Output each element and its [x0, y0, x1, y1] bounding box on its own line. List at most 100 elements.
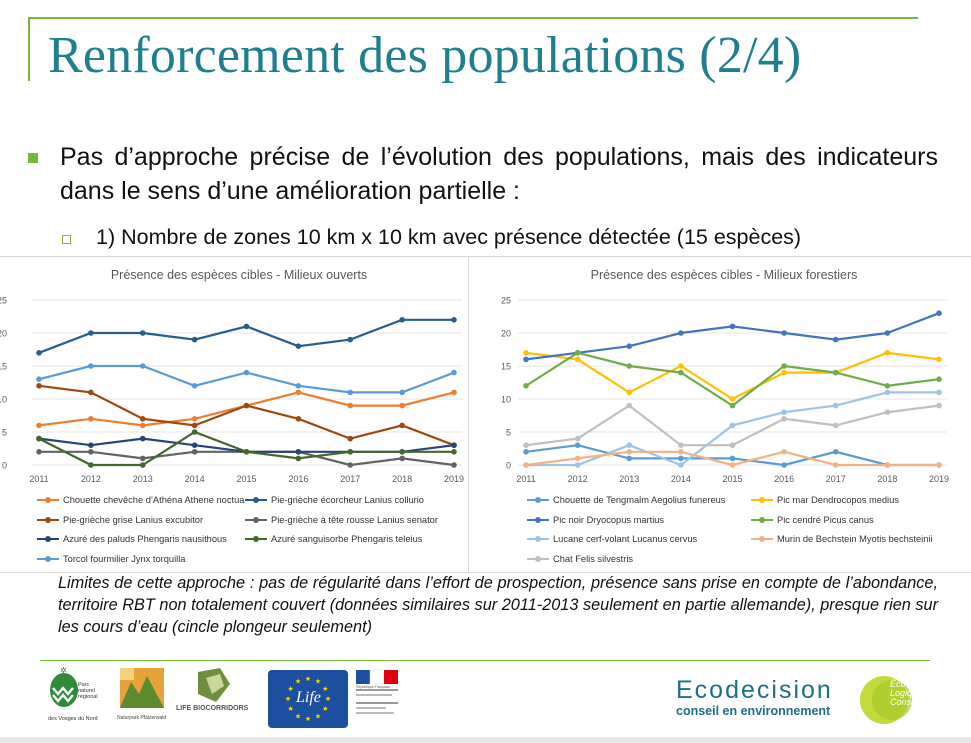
y-tick-label: 20 [0, 329, 7, 339]
data-point [36, 449, 42, 455]
y-tick-label: 15 [501, 362, 511, 372]
data-point [295, 449, 302, 455]
data-point [729, 402, 736, 409]
republique-text: République Française [356, 685, 391, 689]
legend-label: Chouette de Tengmalm Aegolius funereus [553, 495, 726, 505]
data-point [781, 363, 787, 369]
x-tick-label: 2018 [392, 474, 412, 484]
chart-title: Présence des espèces cibles - Milieux ou… [111, 268, 367, 282]
x-tick-label: 2016 [774, 474, 794, 484]
data-point [243, 449, 250, 455]
data-point [936, 310, 942, 316]
data-point [781, 369, 787, 376]
data-point [88, 416, 94, 422]
y-tick-label: 10 [0, 395, 7, 405]
data-point [36, 383, 42, 389]
slide-title: Renforcement des populations (2/4) [48, 27, 802, 84]
data-point [936, 356, 942, 363]
legend-item: Lucane cerf-volant Lucanus cervus [527, 534, 697, 544]
data-point [729, 396, 736, 402]
data-point [574, 435, 581, 442]
data-point [191, 383, 198, 389]
x-tick-label: 2016 [288, 474, 308, 484]
data-point [574, 350, 581, 356]
legend-item: Pie-grièche écorcheur Lanius collurio [245, 495, 424, 505]
ecologique-line-2: Logique [890, 688, 923, 698]
data-point [936, 402, 942, 409]
legend-label: Pie-grièche grise Lanius excubitor [63, 514, 204, 525]
eu-star-icon: ★ [322, 705, 328, 713]
legend-label: Pic noir Dryocopus martius [553, 514, 665, 525]
parc-vosges-logo: ✲ Parc naturel régional des Vosges du No… [44, 664, 106, 728]
life-eu-logo: ★ ★ ★ ★ ★ ★ ★ ★ ★ ★ ★ ★ Life [268, 670, 348, 728]
data-point [399, 389, 405, 396]
data-point [781, 462, 787, 468]
x-tick-label: 2018 [877, 474, 897, 484]
data-point [88, 330, 94, 336]
parc-logo-line-2: naturel [78, 688, 95, 694]
bullet-text-sub: 1) Nombre de zones 10 km x 10 km avec pr… [96, 225, 802, 249]
parc-logo-line-3: régional [78, 694, 98, 700]
data-point [832, 449, 839, 455]
eu-star-icon: ★ [295, 712, 301, 720]
naturpark-emblem [120, 668, 164, 708]
data-point [832, 402, 839, 409]
series-line [525, 351, 940, 401]
data-point [626, 389, 633, 396]
data-point [523, 356, 529, 363]
legend-swatch-icon [37, 495, 59, 505]
footer-divider [40, 660, 930, 661]
legend-swatch-icon [527, 534, 549, 544]
legend-item: Pie-grièche grise Lanius excubitor [37, 515, 203, 525]
eu-star-icon: ★ [288, 685, 294, 693]
x-tick-label: 2011 [29, 474, 48, 484]
legend-item: Pic cendré Picus canus [751, 515, 874, 525]
data-point [884, 330, 891, 336]
legend-label: Azuré des paluds Phengaris nausithous [63, 534, 227, 544]
data-point [347, 462, 354, 468]
title-accent-bar [28, 17, 30, 81]
data-point [88, 442, 94, 448]
data-point [574, 356, 581, 363]
data-point [884, 389, 891, 396]
legend-label: Pic mar Dendrocopos medius [777, 495, 899, 505]
data-point [936, 389, 942, 396]
eu-star-icon: ★ [315, 678, 321, 686]
bullet-square-icon [28, 153, 38, 163]
legend-item: Pic noir Dryocopus martius [527, 515, 664, 525]
data-point [781, 449, 787, 455]
data-point [139, 330, 146, 336]
y-tick-label: 10 [501, 395, 511, 405]
legend-swatch-icon [245, 534, 267, 544]
data-point [191, 416, 198, 422]
data-point [626, 449, 633, 455]
x-tick-label: 2012 [81, 474, 101, 484]
data-point [88, 389, 94, 396]
data-point [347, 389, 354, 396]
legend-swatch-icon [37, 554, 59, 564]
data-point [139, 455, 146, 462]
data-point [295, 343, 302, 349]
data-point [36, 422, 42, 429]
x-tick-label: 2015 [236, 474, 256, 484]
data-point [399, 455, 405, 462]
data-point [88, 363, 94, 369]
data-point [884, 383, 891, 389]
legend-item: Chat Felis silvestris [527, 554, 633, 564]
data-point [523, 383, 529, 389]
data-point [832, 369, 839, 376]
ecologique-line-3: Conseil [890, 697, 921, 707]
data-point [191, 442, 198, 448]
y-tick-label: 5 [506, 428, 511, 438]
data-point [295, 383, 302, 389]
sub-bullet-square-icon [62, 235, 71, 244]
legend-item: Azuré sanguisorbe Phengaris teleius [245, 534, 422, 544]
eu-star-icon: ★ [305, 715, 311, 723]
eu-star-icon: ★ [322, 685, 328, 693]
lifebiocorridors-text: LIFE BIOCORRIDORS [176, 705, 249, 712]
data-point [36, 435, 42, 442]
y-tick-label: 0 [506, 461, 511, 471]
parc-logo-line-4: des Vosges du Nord [48, 716, 98, 722]
y-tick-label: 0 [2, 461, 7, 471]
legend-swatch-icon [37, 515, 59, 525]
